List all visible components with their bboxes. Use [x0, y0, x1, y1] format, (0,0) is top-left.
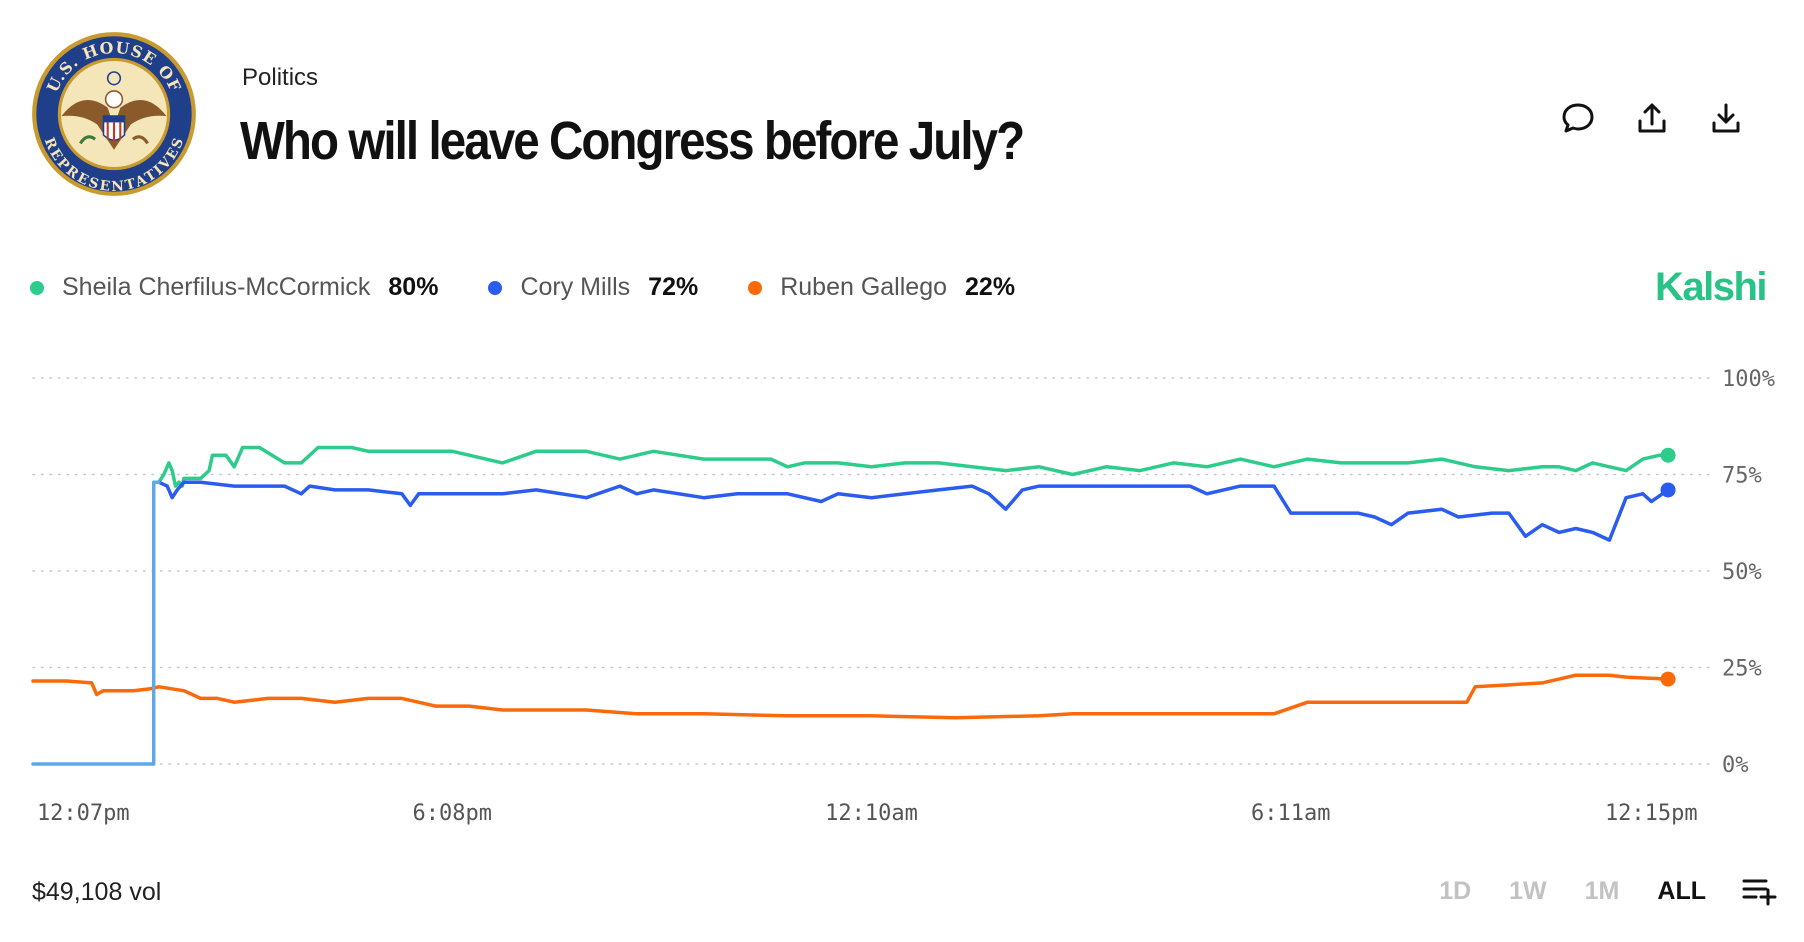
add-to-list-icon[interactable] — [1742, 876, 1778, 906]
speech-bubble-icon[interactable] — [1560, 100, 1596, 136]
trading-volume: $49,108 vol — [32, 878, 162, 906]
series-endpoint-sheila-cherfilus-mccormick — [1660, 447, 1676, 463]
legend-item-ruben-gallego[interactable]: Ruben Gallego 22% — [748, 273, 1015, 302]
legend-name: Cory Mills — [520, 273, 631, 301]
y-tick-label: 50% — [1722, 560, 1762, 585]
x-tick-label: 12:10am — [825, 801, 918, 826]
legend-dot — [30, 280, 44, 295]
market-category[interactable]: Politics — [242, 64, 319, 91]
legend-item-cory-mills[interactable]: Cory Mills 72% — [488, 273, 698, 302]
time-range-selector: 1D 1W 1M ALL — [1401, 876, 1778, 906]
series-line-sheila-cherfilus-mccormick — [157, 445, 1670, 488]
market-title: Who will leave Congress before July? — [240, 111, 1025, 171]
legend-value: 72% — [648, 273, 699, 301]
y-tick-label: 0% — [1722, 753, 1749, 778]
range-button-all[interactable]: ALL — [1657, 876, 1706, 905]
action-bar — [1560, 100, 1744, 136]
legend-dot — [748, 280, 763, 295]
y-tick-label: 25% — [1722, 657, 1762, 682]
x-tick-label: 12:15pm — [1605, 801, 1698, 826]
chart-legend: Sheila Cherfilus-McCormick 80% Cory Mill… — [30, 273, 1065, 302]
legend-name: Ruben Gallego — [780, 273, 948, 301]
range-button-1w[interactable]: 1W — [1509, 876, 1547, 905]
legend-value: 22% — [965, 273, 1016, 301]
legend-item-sheila-cherfilus-mccormick[interactable]: Sheila Cherfilus-McCormick 80% — [30, 273, 438, 302]
download-icon[interactable] — [1708, 100, 1744, 136]
x-tick-label: 6:08pm — [413, 801, 492, 826]
y-tick-label: 100% — [1722, 367, 1775, 392]
kalshi-logo[interactable]: Kalshi — [1654, 265, 1768, 309]
series-line-cory-mills-initial — [31, 480, 161, 766]
x-tick-label: 6:11am — [1251, 801, 1330, 826]
legend-name: Sheila Cherfilus-McCormick — [62, 273, 371, 301]
range-button-1m[interactable]: 1M — [1584, 876, 1620, 905]
price-history-chart: 0% 25% 50% 75% 100% 12:07pm 6:08pm 12:10am 6:11a… — [31, 367, 1775, 826]
y-tick-label: 75% — [1722, 464, 1762, 489]
legend-value: 80% — [388, 273, 439, 301]
house-seal-logo: U.S. HOUSE OF REPRESENTATIVES — [32, 32, 196, 196]
legend-dot — [488, 280, 503, 295]
series-line-cory-mills — [157, 480, 1670, 542]
share-upload-icon[interactable] — [1634, 100, 1670, 136]
range-button-1d[interactable]: 1D — [1439, 876, 1472, 905]
series-endpoint-cory-mills — [1660, 482, 1676, 498]
x-tick-label: 12:07pm — [37, 801, 130, 826]
series-line-ruben-gallego — [31, 673, 1670, 720]
series-endpoint-ruben-gallego — [1660, 671, 1676, 687]
